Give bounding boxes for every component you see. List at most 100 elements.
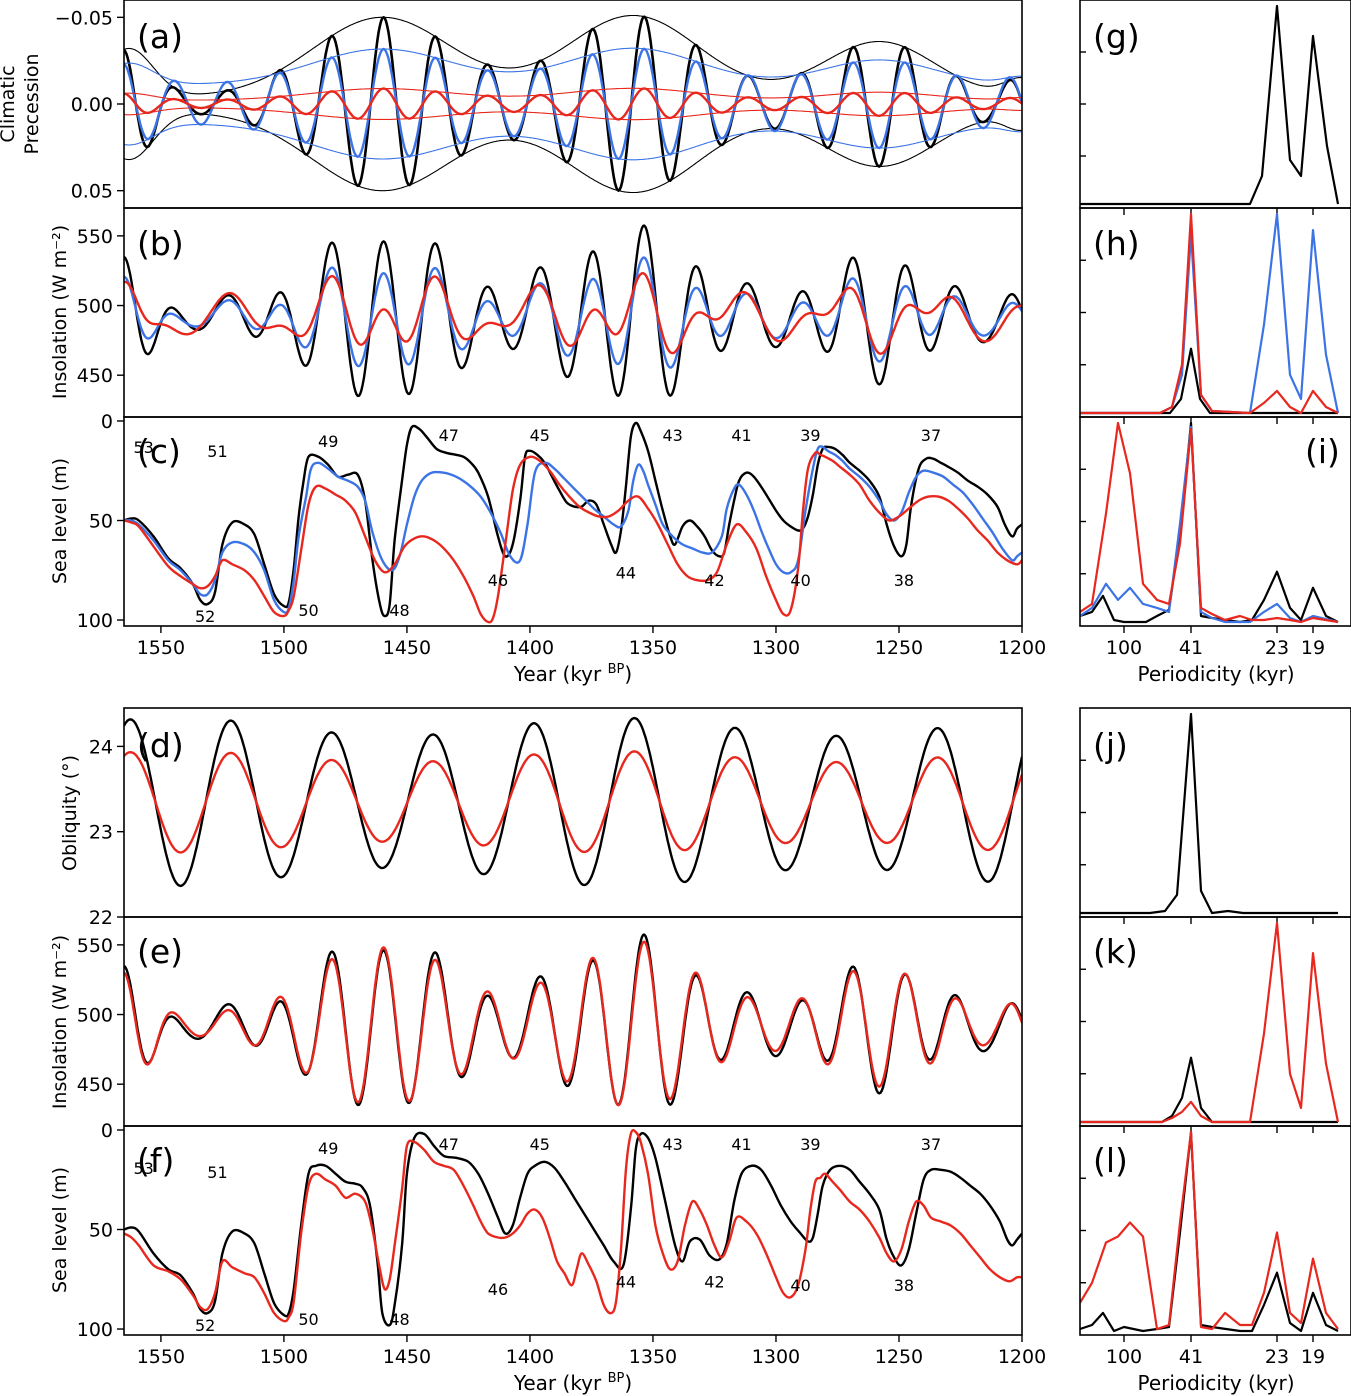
mis-stage-label: 42 [704, 1272, 724, 1291]
ytick-label-b: 450 [77, 365, 113, 387]
ylabel-climatic: Climatic [0, 65, 19, 142]
series-line-f-black [124, 1131, 1022, 1327]
mis-stage-label: 43 [662, 1135, 682, 1154]
spectrum-line-h-black [1080, 347, 1338, 415]
spectrum-line-j-black [1080, 712, 1338, 915]
ylabel-insolation-b: Insolation (W m⁻²) [49, 225, 71, 399]
mis-stage-label: 50 [298, 601, 318, 620]
xtick-label-year: 1200 [998, 1346, 1046, 1368]
xtick-label-period: 41 [1179, 637, 1203, 659]
mis-stage-label: 47 [439, 426, 459, 445]
xlabel-periodicity-top: Periodicity (kyr) [1137, 662, 1294, 686]
ytick-label-d: 24 [89, 736, 113, 758]
xtick-label-year: 1550 [137, 637, 185, 659]
ytick-label-c: 100 [77, 610, 113, 632]
panel-label-e: (e) [137, 932, 183, 971]
mis-stage-label: 50 [298, 1310, 318, 1329]
ytick-label-c: 0 [101, 411, 113, 433]
mis-stage-label: 45 [530, 426, 550, 445]
xtick-label-period: 19 [1301, 1346, 1325, 1368]
ylabel-sealevel-c: Sea level (m) [49, 458, 71, 584]
series-line-c-red [124, 450, 1022, 624]
ytick-label-d: 23 [89, 822, 113, 844]
xtick-label-period: 100 [1106, 1346, 1142, 1368]
mis-stage-label: 47 [439, 1135, 459, 1154]
panel-label-i: (i) [1305, 432, 1340, 471]
mis-stage-label: 44 [616, 1272, 636, 1291]
mis-stage-label: 48 [389, 601, 409, 620]
ytick-label-f: 0 [101, 1120, 113, 1142]
xtick-label-period: 23 [1265, 1346, 1289, 1368]
mis-stage-label: 48 [389, 1310, 409, 1329]
mis-stage-label: 42 [704, 571, 724, 590]
ytick-label-f: 100 [77, 1319, 113, 1341]
panel-label-d: (d) [137, 726, 184, 765]
axes-frame-c [123, 416, 1023, 627]
ylabel-precession: Precession [21, 53, 43, 154]
panel-label-g: (g) [1093, 17, 1140, 56]
mis-stage-label: 43 [662, 426, 682, 445]
series-line-c-blue [124, 445, 1022, 615]
spectrum-line-l-red [1080, 1130, 1339, 1331]
xtick-label-period: 41 [1179, 1346, 1203, 1368]
xtick-label-year: 1250 [875, 1346, 923, 1368]
series-line-e-0 [124, 933, 1022, 1107]
xtick-label-year: 1200 [998, 637, 1046, 659]
xtick-label-period: 23 [1265, 637, 1289, 659]
mis-stage-label: 51 [207, 1163, 227, 1182]
envelope-lower-1 [124, 123, 1022, 161]
xtick-label-year: 1400 [506, 1346, 554, 1368]
xtick-label-period: 100 [1106, 637, 1142, 659]
xtick-label-year: 1500 [260, 1346, 308, 1368]
spectrum-line-g-black [1080, 4, 1340, 206]
mis-stage-label: 53 [134, 438, 154, 457]
xtick-label-year: 1300 [752, 637, 800, 659]
xtick-label-year: 1350 [629, 1346, 677, 1368]
ytick-label-a: 0.05 [71, 181, 113, 203]
xtick-label-year: 1550 [137, 1346, 185, 1368]
envelope-lower-0 [124, 113, 1022, 194]
panel-label-h: (h) [1093, 224, 1140, 263]
series-line-d-1 [124, 750, 1022, 854]
mis-stage-label: 39 [800, 1135, 820, 1154]
axes-frame-b [123, 207, 1023, 418]
mis-stage-label: 46 [488, 571, 508, 590]
panel-label-k: (k) [1093, 932, 1138, 971]
mis-stage-label: 39 [800, 426, 820, 445]
envelope-lower-2 [124, 107, 1022, 121]
ytick-label-e: 550 [77, 935, 113, 957]
panel-label-a: (a) [137, 17, 183, 56]
ylabel-sealevel-f: Sea level (m) [49, 1167, 71, 1293]
series-line-a-2 [124, 87, 1022, 121]
ytick-label-a: 0.00 [71, 94, 113, 116]
mis-stage-label: 51 [207, 442, 227, 461]
envelope-upper-2 [124, 87, 1022, 101]
axes-frame-f [123, 1125, 1023, 1336]
mis-stage-label: 37 [921, 426, 941, 445]
spectrum-line-h-red [1080, 212, 1339, 415]
series-line-d-0 [124, 716, 1022, 888]
mis-stage-label: 49 [318, 432, 338, 451]
xlabel-year-top: Year (kyr BP) [513, 662, 632, 686]
mis-stage-label: 49 [318, 1139, 338, 1158]
panel-label-c: (c) [137, 432, 181, 471]
mis-stage-label: 44 [616, 563, 636, 582]
panel-label-j: (j) [1093, 726, 1128, 765]
xtick-label-year: 1250 [875, 637, 923, 659]
spectrum-line-i-blue [1080, 425, 1339, 624]
series-line-a-1 [124, 47, 1022, 161]
mis-stage-label: 41 [731, 1135, 751, 1154]
mis-stage-label: 40 [790, 1276, 810, 1295]
xtick-label-year: 1500 [260, 637, 308, 659]
xtick-label-year: 1450 [383, 637, 431, 659]
series-line-e-1 [124, 940, 1022, 1107]
mis-stage-label: 46 [488, 1280, 508, 1299]
ytick-label-e: 450 [77, 1074, 113, 1096]
panel-label-l: (l) [1093, 1141, 1128, 1180]
mis-stage-label: 52 [195, 607, 215, 626]
panel-label-b: (b) [137, 224, 184, 263]
envelope-upper-1 [124, 47, 1022, 85]
mis-stage-label: 45 [530, 1135, 550, 1154]
